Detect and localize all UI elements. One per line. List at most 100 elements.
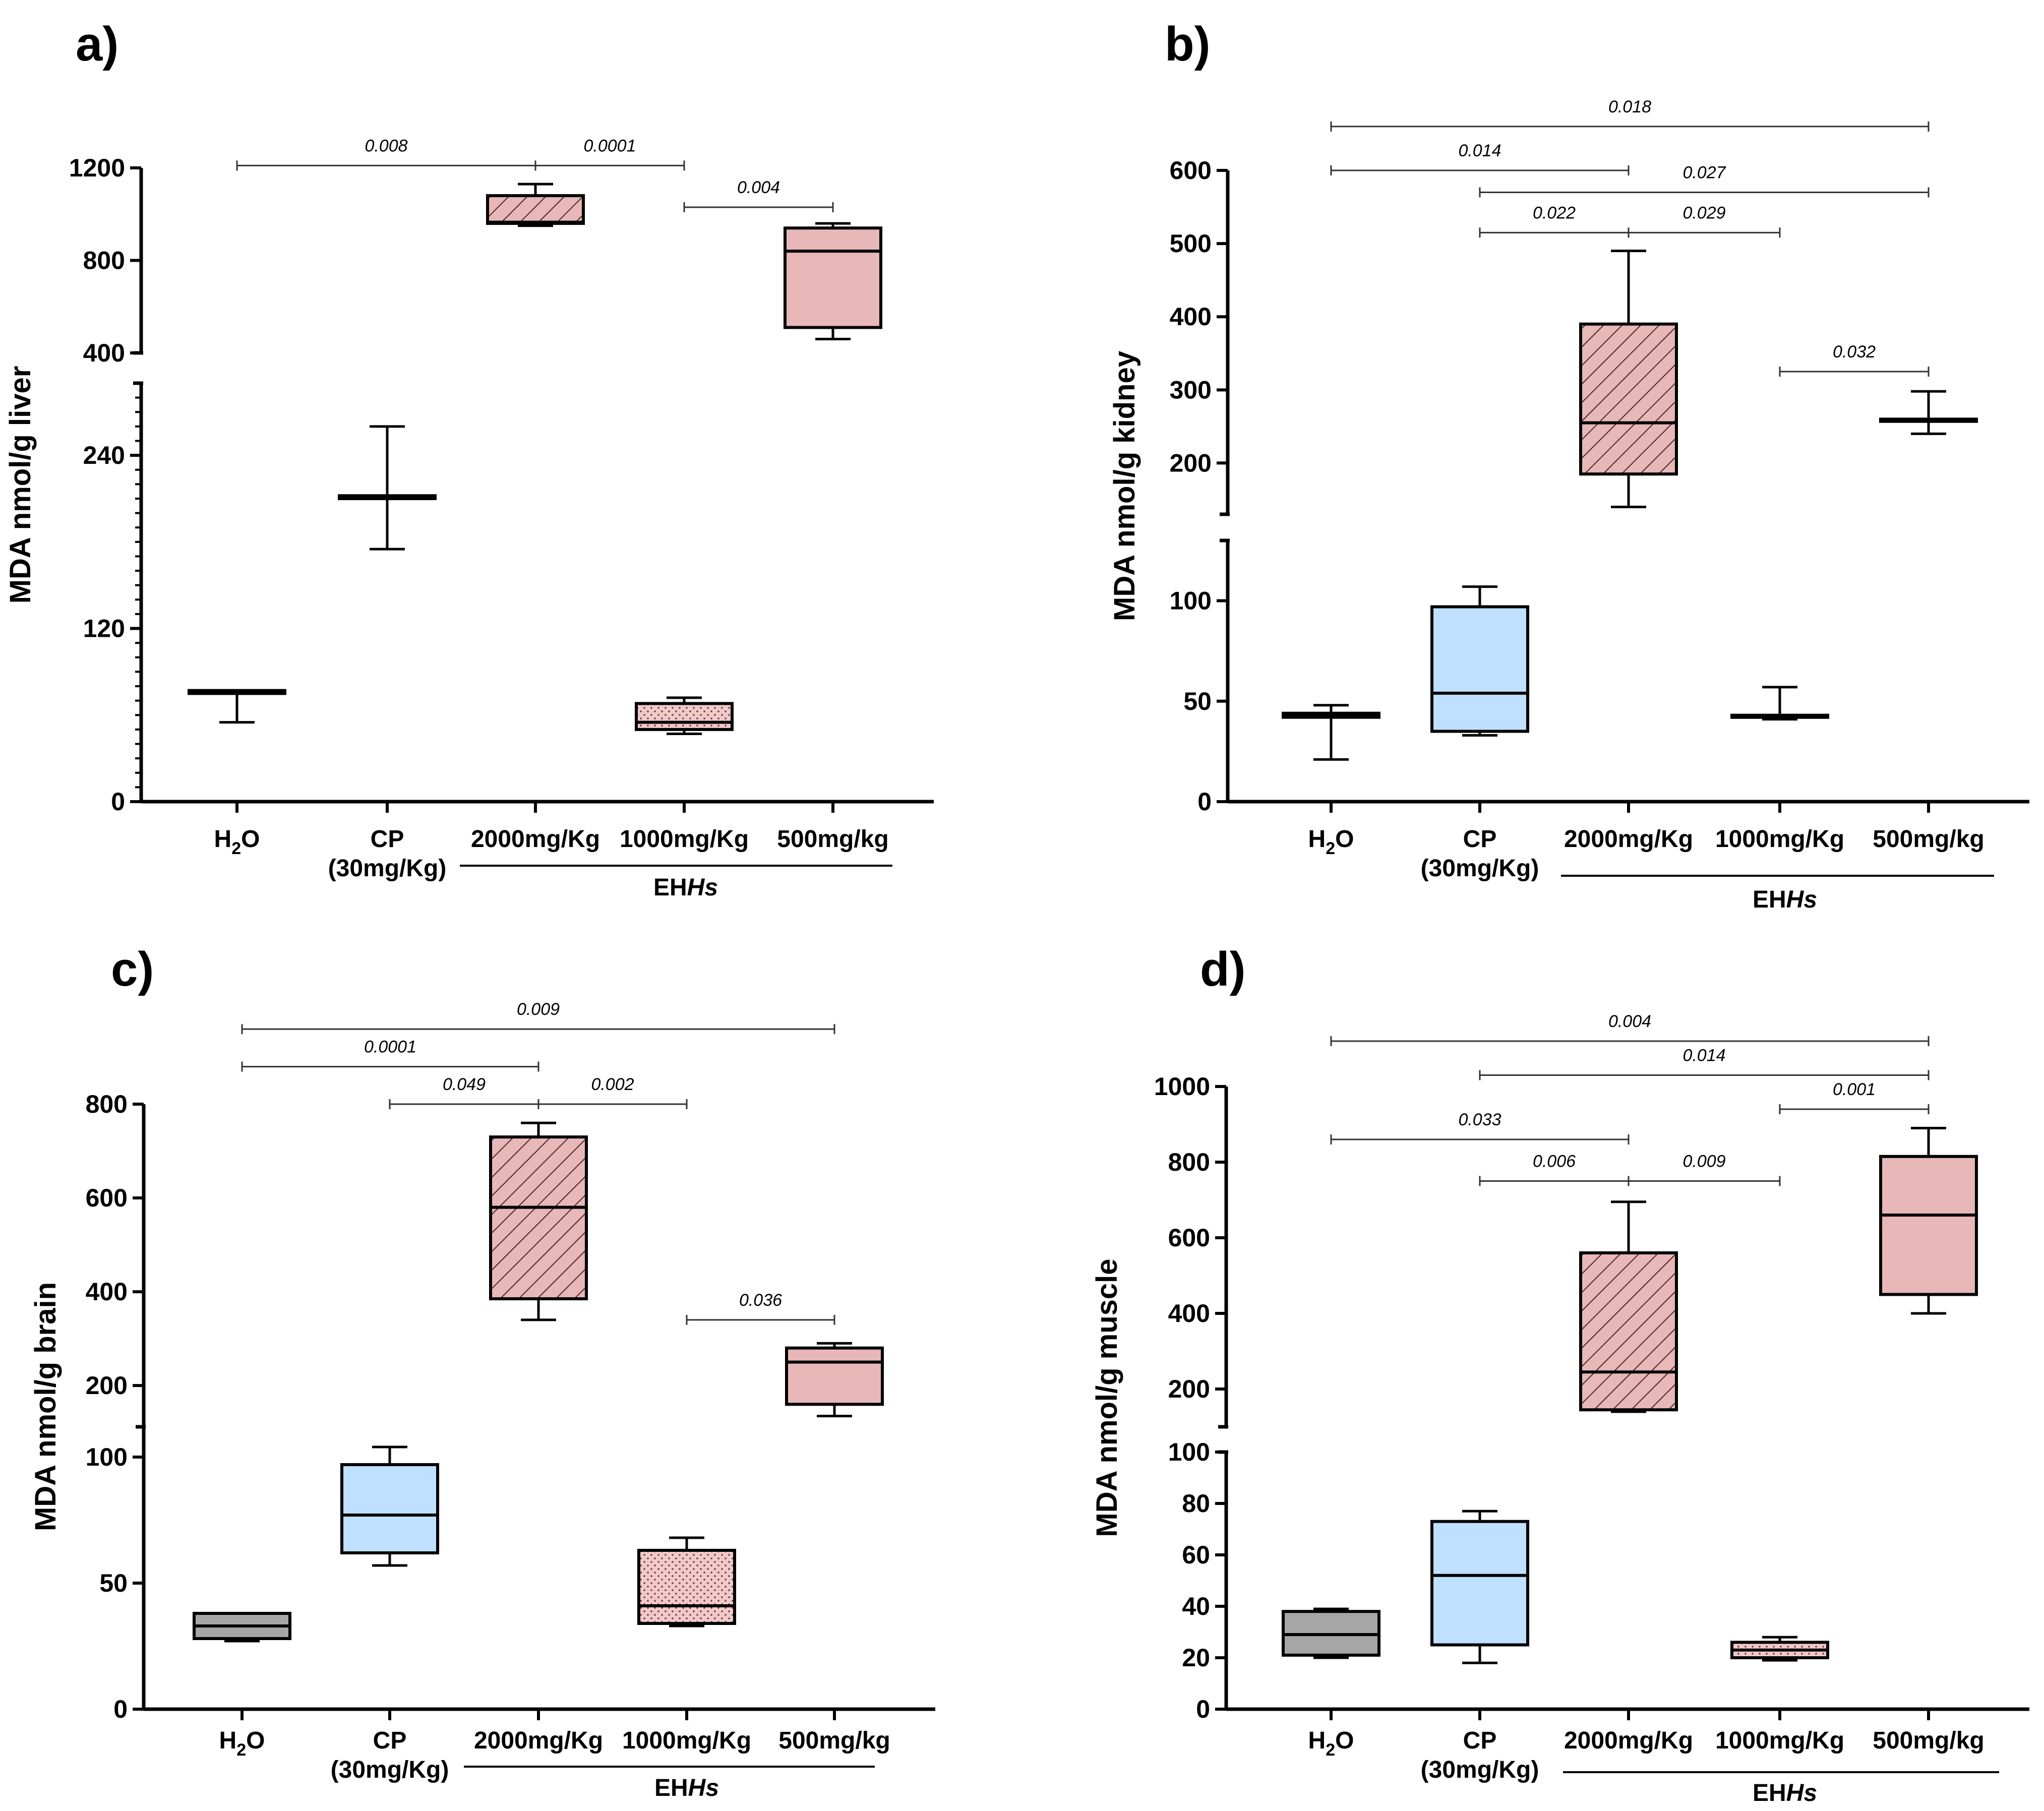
group-label: EHHs [654,1775,719,1801]
p-value-label: 0.009 [1682,1152,1725,1171]
box-body [1430,605,1529,733]
p-value-label: 0.001 [1833,1080,1876,1099]
y-tick-label: 200 [1170,449,1212,477]
x-category-label: CP [1463,1727,1497,1754]
p-value-label: 0.008 [365,136,407,155]
p-value-label: 0.0001 [584,136,636,155]
box-body [1430,1520,1529,1647]
box-body [784,226,882,329]
x-category-label: CP [1463,826,1497,853]
y-tick-label: 800 [86,1090,128,1118]
group-label: EHHs [1753,1780,1817,1806]
p-value-label: 0.018 [1608,97,1651,116]
box-body [1579,1251,1678,1412]
y-tick-label: 400 [86,1278,128,1306]
y-tick-label: 50 [99,1569,128,1597]
panel-a-liver-chart: a) MDA nmol/g liver 0 120 240 400 800 1200 H2O CP… [4,17,934,901]
y-tick-label: 200 [1168,1375,1210,1403]
p-value-label: 0.022 [1533,203,1576,222]
x-category-label: H2O [1308,826,1354,858]
x-category-sublabel: (30mg/Kg) [328,855,447,882]
x-category-label: 1000mg/Kg [1715,1727,1844,1754]
x-category-label: CP [373,1727,407,1754]
x-category-sublabel: (30mg/Kg) [1421,1757,1539,1783]
panel-b-kidney-chart: b) MDA nmol/g kidney 0 50 100 200 300 400 500 600… [1108,17,2029,913]
y-axis-title: MDA nmol/g muscle [1091,1258,1123,1537]
y-tick-label: 1000 [1154,1072,1210,1101]
y-tick-label: 60 [1182,1541,1210,1569]
x-category-label: H2O [1308,1727,1354,1760]
x-category-label: 2000mg/Kg [1564,826,1693,853]
y-tick-label: 50 [1183,687,1212,715]
panel-letter: b) [1165,17,1211,71]
x-category-label: H2O [219,1727,265,1760]
p-value-label: 0.027 [1682,163,1726,183]
y-axis-title: MDA nmol/g liver [4,366,37,604]
box-body [1879,1155,1978,1296]
box-body [1579,322,1678,476]
box-body [637,1549,736,1625]
box-body [340,1463,439,1554]
y-tick-label: 600 [1168,1224,1210,1252]
y-tick-label: 100 [86,1443,128,1471]
x-category-label: 2000mg/Kg [1564,1727,1693,1754]
p-value-label: 0.014 [1458,141,1501,160]
x-category-label: 500mg/kg [778,1727,890,1754]
y-tick-label: 80 [1182,1489,1210,1518]
p-value-label: 0.049 [443,1075,486,1094]
y-tick-label: 0 [1197,788,1212,816]
p-value-label: 0.036 [739,1291,782,1310]
y-tick-label: 800 [1168,1148,1210,1176]
x-category-label: 2000mg/Kg [471,826,600,853]
y-tick-label: 240 [83,441,125,469]
p-value-label: 0.004 [737,178,780,197]
x-category-label: 500mg/kg [777,826,888,853]
box-body [486,194,585,225]
y-tick-label: 400 [1168,1299,1210,1327]
y-tick-label: 40 [1182,1592,1210,1620]
y-axis-title: MDA nmol/g kidney [1108,351,1141,621]
p-value-label: 0.014 [1682,1046,1725,1065]
y-tick-label: 600 [86,1184,128,1212]
x-category-label: 1000mg/Kg [1715,826,1844,853]
panel-c-brain-chart: c) MDA nmol/g brain 0 50 100 200 400 600 800 H2O C… [29,942,935,1801]
panel-letter: d) [1200,942,1246,996]
x-category-label: 500mg/kg [1873,1727,1984,1754]
y-tick-label: 0 [111,788,125,816]
panel-d-muscle-chart: d) MDA nmol/g muscle 0 20 40 60 80 100 200 400 600… [1091,942,2029,1806]
panel-letter: a) [76,17,118,71]
y-tick-label: 100 [1168,1438,1210,1466]
y-tick-label: 20 [1182,1644,1210,1672]
y-tick-label: 400 [1170,303,1212,331]
p-value-label: 0.029 [1682,203,1725,222]
y-tick-label: 600 [1170,156,1212,185]
p-value-label: 0.0001 [364,1038,416,1057]
y-tick-label: 100 [1170,587,1212,615]
x-category-label: CP [371,826,404,853]
y-tick-label: 200 [86,1371,128,1400]
y-tick-label: 300 [1170,376,1212,404]
y-tick-label: 500 [1170,229,1212,258]
p-value-label: 0.033 [1458,1110,1501,1129]
box-body [489,1135,588,1301]
group-label: EHHs [653,874,718,901]
y-tick-label: 800 [83,247,125,275]
p-value-label: 0.002 [591,1075,634,1094]
x-category-label: 1000mg/Kg [620,826,749,853]
p-value-label: 0.006 [1533,1152,1576,1171]
y-axis-title: MDA nmol/g brain [29,1282,62,1531]
x-category-sublabel: (30mg/Kg) [1421,855,1539,882]
y-tick-label: 400 [83,339,125,367]
p-value-label: 0.009 [517,1000,560,1019]
y-tick-label: 0 [113,1695,128,1723]
y-tick-label: 0 [1196,1695,1210,1723]
y-tick-label: 1200 [69,154,125,182]
box-body [635,702,734,731]
panel-letter: c) [111,942,154,996]
group-label: EHHs [1753,886,1817,913]
p-value-label: 0.004 [1608,1012,1651,1031]
y-tick-label: 120 [83,615,125,643]
p-value-label: 0.032 [1833,342,1876,361]
x-category-sublabel: (30mg/Kg) [331,1757,449,1783]
